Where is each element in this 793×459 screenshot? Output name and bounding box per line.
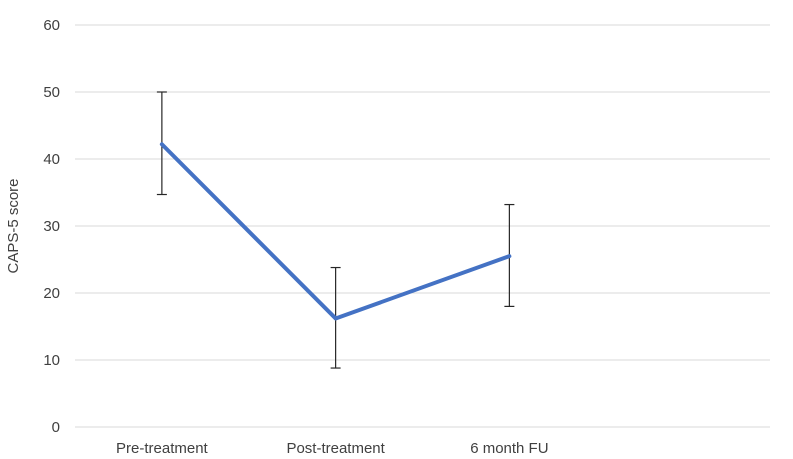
- error-bars: [156, 91, 515, 369]
- gridlines: [75, 24, 770, 428]
- x-tick-label: Post-treatment: [286, 440, 385, 457]
- y-tick-label: 50: [43, 84, 60, 101]
- y-tick-label: 30: [43, 218, 60, 235]
- y-tick-label: 0: [52, 419, 60, 436]
- y-tick-label: 40: [43, 151, 60, 168]
- y-tick-label: 10: [43, 352, 60, 369]
- x-tick-label: Pre-treatment: [116, 440, 209, 457]
- y-tick-label: 60: [43, 17, 60, 34]
- y-tick-label: 20: [43, 285, 60, 302]
- series-lines: [159, 142, 512, 321]
- y-tick-labels: 0 10 20 30 40 50 60: [43, 17, 60, 436]
- x-tick-labels: Pre-treatment Post-treatment 6 month FU: [116, 440, 549, 457]
- x-tick-label: 6 month FU: [470, 440, 548, 457]
- y-axis-title: CAPS-5 score: [5, 178, 22, 273]
